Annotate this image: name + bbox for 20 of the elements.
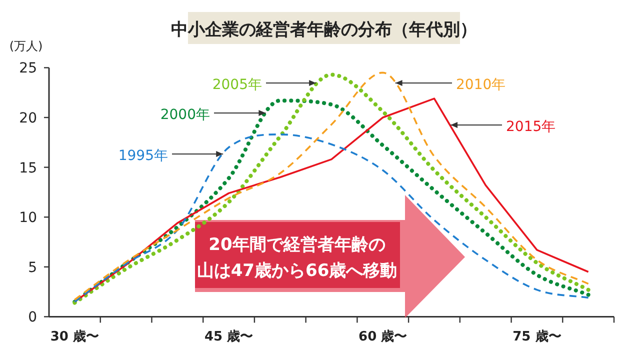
x-tick-label: 60 歳〜 xyxy=(358,330,408,345)
text: 2015年 xyxy=(506,119,556,135)
text: 2005年 xyxy=(212,77,262,93)
annotation: 20年間で経営者年齢の xyxy=(208,235,386,255)
x-tick-label: 30 歳〜 xyxy=(50,330,99,345)
x-tick-label: 75 歳〜 xyxy=(512,330,562,345)
text: 1995年 xyxy=(118,148,168,164)
y-axis-title: (万人) xyxy=(9,39,43,53)
text: 2000年 xyxy=(160,107,210,123)
y-tick-label: 0 xyxy=(28,310,37,326)
y-tick-label: 15 xyxy=(19,160,37,176)
x-tick-label: 45 歳〜 xyxy=(204,330,254,345)
y-tick-label: 25 xyxy=(19,60,37,77)
y-tick-label: 5 xyxy=(28,260,37,276)
text: 2010年 xyxy=(456,77,506,93)
y-tick-label: 20 xyxy=(19,110,37,126)
y-tick-label: 10 xyxy=(19,210,37,226)
line-series xyxy=(74,134,590,303)
annotation: 山は47歳から66歳へ移動 xyxy=(196,261,398,281)
chart-title: 中小企業の経営者年齢の分布（年代別） xyxy=(171,20,477,40)
